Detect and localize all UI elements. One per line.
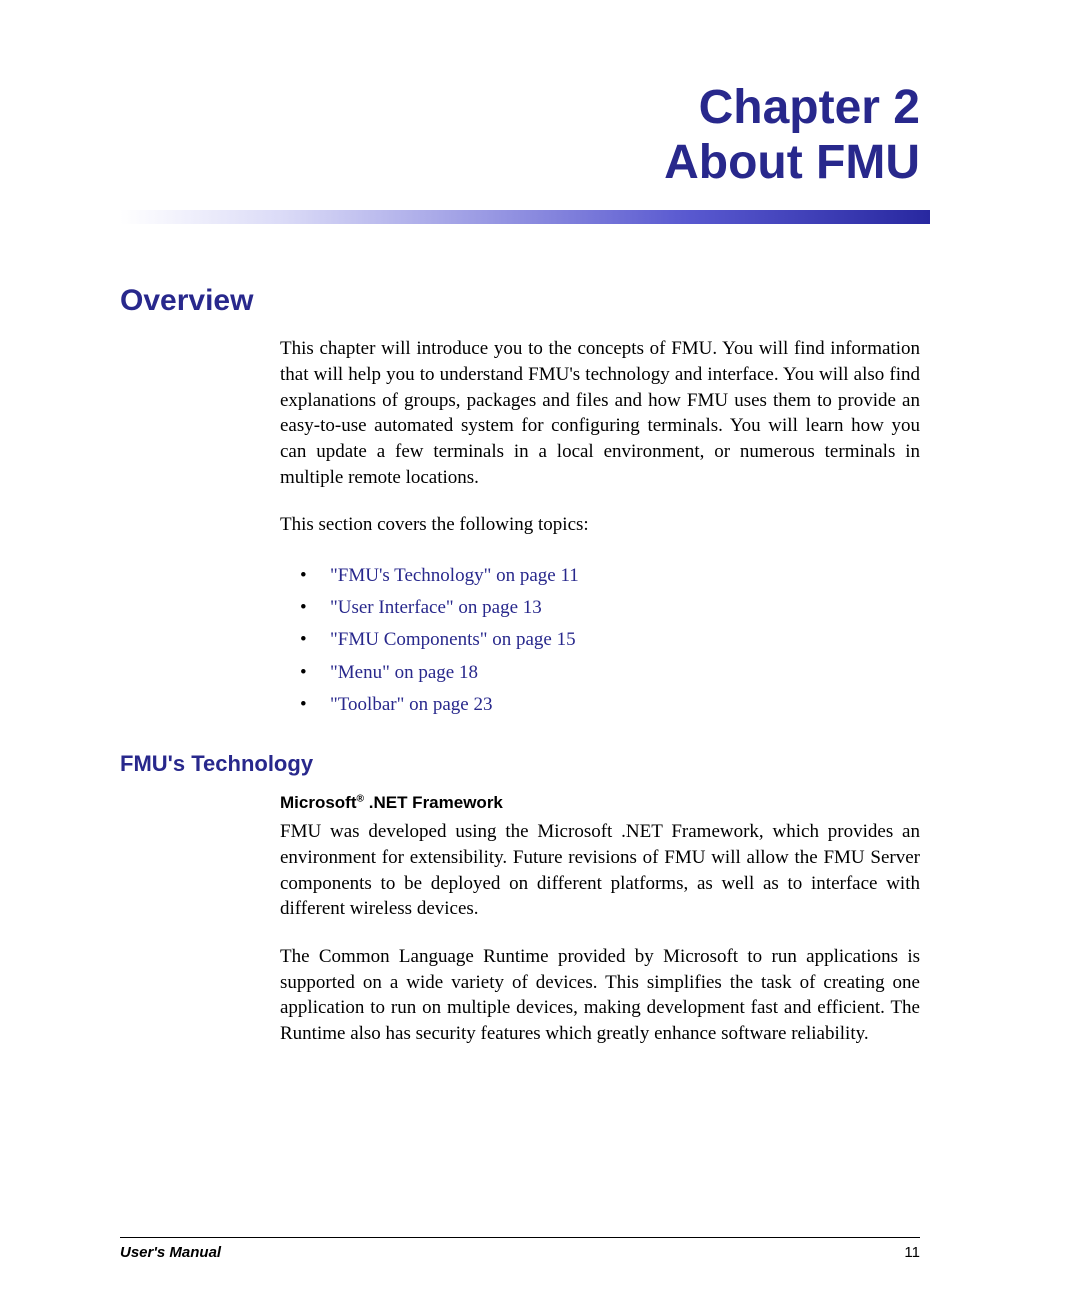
topic-link-fmu-components[interactable]: "FMU Components" on page 15 [280,624,920,656]
chapter-title-line: About FMU [120,135,920,190]
overview-paragraph-2: This section covers the following topics… [280,512,920,538]
topic-link-toolbar[interactable]: "Toolbar" on page 23 [280,689,920,721]
footer-row: User's Manual 11 [120,1244,920,1261]
dotnet-subheading: Microsoft® .NET Framework [280,793,920,813]
chapter-number-line: Chapter 2 [120,80,920,135]
page: Chapter 2 About FMU Overview This chapte… [0,0,1080,1311]
topic-link-menu[interactable]: "Menu" on page 18 [280,657,920,689]
footer-manual-title: User's Manual [120,1244,221,1261]
overview-body: This chapter will introduce you to the c… [280,336,920,721]
registered-symbol: ® [357,794,365,805]
chapter-heading: Chapter 2 About FMU [120,80,920,190]
fmu-technology-heading: FMU's Technology [120,751,970,777]
topic-link-fmu-technology[interactable]: "FMU's Technology" on page 11 [280,560,920,592]
overview-paragraph-1: This chapter will introduce you to the c… [280,336,920,490]
heading-gradient-bar [120,210,930,224]
overview-heading: Overview [120,284,970,318]
dotnet-subheading-prefix: Microsoft [280,793,357,812]
tech-paragraph-2: The Common Language Runtime provided by … [280,944,920,1047]
footer-rule [120,1237,920,1238]
page-footer: User's Manual 11 [120,1237,920,1261]
tech-paragraph-1: FMU was developed using the Microsoft .N… [280,819,920,922]
tech-body: Microsoft® .NET Framework FMU was develo… [280,793,920,1046]
topics-list: "FMU's Technology" on page 11 "User Inte… [280,560,920,721]
dotnet-subheading-suffix: .NET Framework [364,793,503,812]
topic-link-user-interface[interactable]: "User Interface" on page 13 [280,592,920,624]
footer-page-number: 11 [904,1244,920,1261]
